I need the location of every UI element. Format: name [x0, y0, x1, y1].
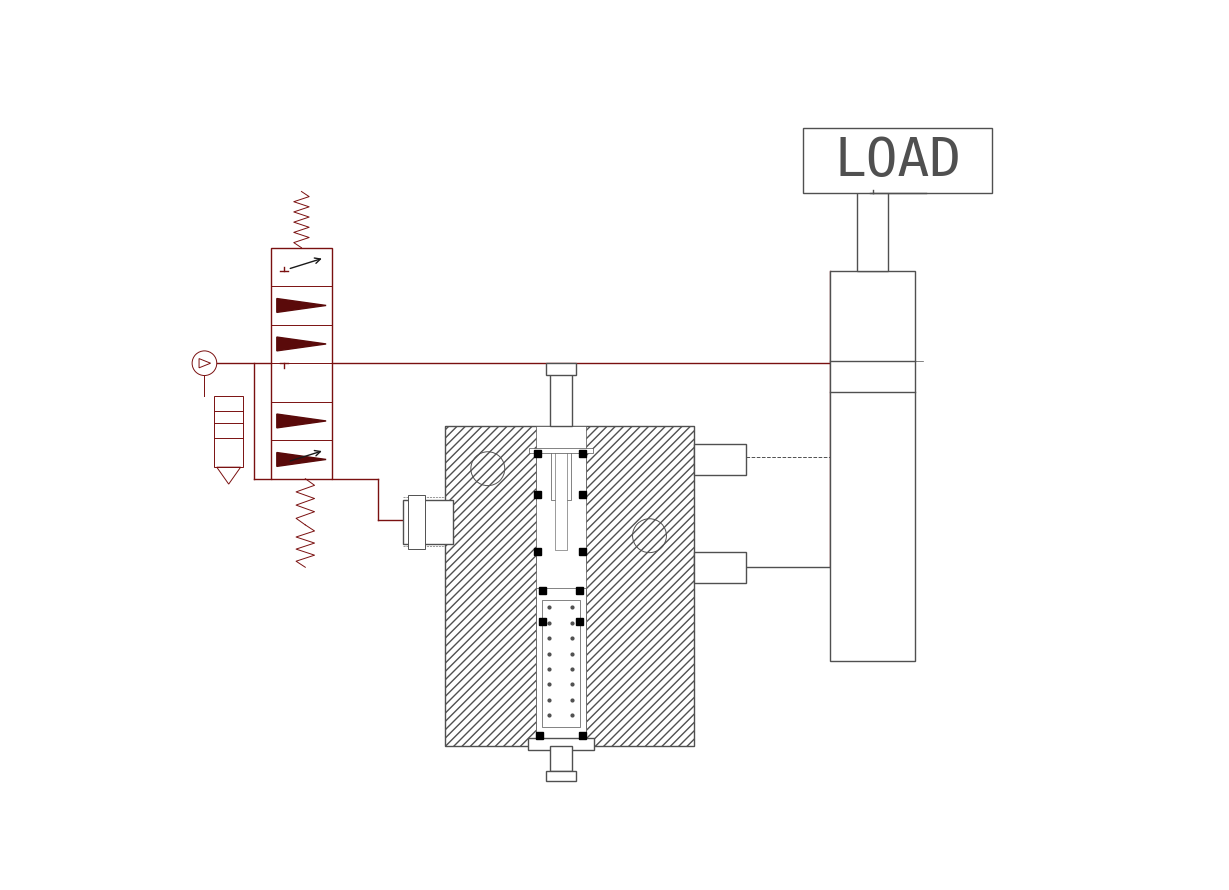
- Bar: [445, 426, 694, 746]
- Bar: [538, 587, 546, 595]
- Bar: [551, 746, 571, 771]
- Bar: [694, 444, 746, 475]
- Bar: [552, 453, 570, 549]
- Bar: [579, 732, 585, 739]
- Bar: [578, 588, 586, 738]
- Bar: [536, 588, 544, 738]
- Bar: [546, 771, 576, 781]
- Bar: [536, 588, 586, 738]
- Bar: [571, 449, 586, 499]
- Bar: [536, 449, 551, 499]
- Text: IN: IN: [402, 511, 423, 530]
- Text: LOAD: LOAD: [834, 134, 961, 187]
- Text: OUT: OUT: [702, 558, 731, 576]
- Bar: [527, 738, 594, 749]
- Bar: [551, 372, 571, 426]
- Bar: [445, 426, 694, 746]
- Bar: [536, 732, 543, 739]
- Polygon shape: [277, 452, 326, 466]
- Bar: [831, 271, 916, 661]
- Bar: [536, 549, 586, 569]
- Bar: [536, 426, 586, 746]
- Bar: [536, 549, 586, 569]
- Bar: [552, 453, 570, 549]
- Bar: [576, 587, 584, 595]
- Bar: [579, 491, 586, 498]
- Bar: [551, 449, 571, 499]
- Bar: [536, 588, 544, 738]
- Bar: [551, 746, 571, 771]
- Bar: [527, 738, 594, 749]
- Bar: [576, 618, 584, 625]
- Bar: [214, 395, 243, 467]
- Bar: [858, 190, 889, 271]
- Bar: [546, 363, 576, 375]
- Bar: [542, 600, 580, 726]
- Bar: [579, 548, 586, 555]
- Bar: [270, 247, 332, 479]
- Bar: [533, 450, 541, 457]
- Bar: [551, 746, 571, 771]
- Bar: [408, 495, 425, 549]
- Bar: [533, 548, 541, 555]
- Bar: [530, 448, 592, 453]
- Polygon shape: [277, 298, 326, 312]
- Bar: [694, 552, 746, 583]
- Bar: [536, 449, 551, 499]
- Bar: [571, 449, 586, 499]
- Polygon shape: [277, 414, 326, 428]
- Bar: [533, 491, 541, 498]
- Bar: [578, 588, 586, 738]
- Bar: [538, 618, 546, 625]
- Bar: [554, 453, 567, 549]
- Text: PT: PT: [702, 449, 721, 466]
- Bar: [403, 499, 454, 544]
- Bar: [527, 738, 594, 749]
- Bar: [579, 450, 586, 457]
- Bar: [804, 128, 992, 193]
- Polygon shape: [277, 337, 326, 351]
